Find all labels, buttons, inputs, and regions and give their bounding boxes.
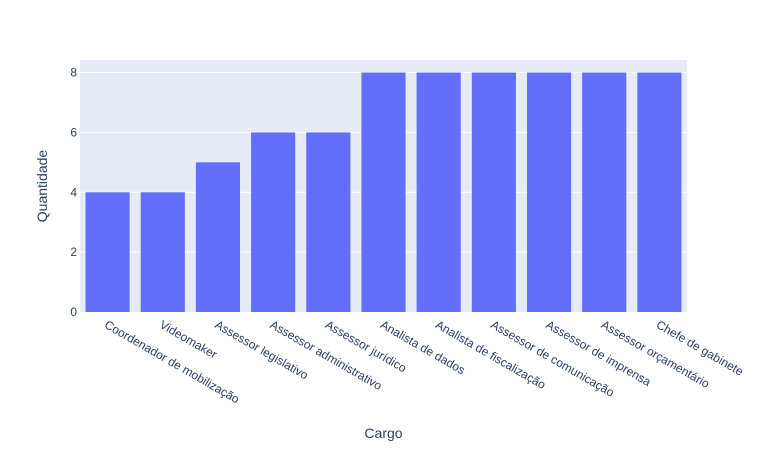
bar: [361, 72, 406, 312]
bar: [526, 72, 572, 312]
bar: [582, 72, 627, 312]
y-tick-label: 4: [70, 185, 77, 199]
y-axis-title: Quantidade: [34, 150, 50, 223]
bar: [195, 162, 241, 312]
bar: [140, 192, 185, 312]
bar: [416, 72, 461, 312]
bar: [637, 72, 682, 312]
bar: [471, 72, 516, 312]
x-axis-title: Cargo: [364, 425, 402, 441]
y-tick-label: 0: [70, 305, 77, 319]
y-tick-label: 6: [70, 125, 77, 139]
bar: [306, 132, 351, 312]
x-tick-label: Chefe de gabinete: [654, 317, 746, 378]
bar: [85, 192, 130, 312]
y-tick-label: 8: [70, 66, 77, 80]
x-tick-label: Assessor legislativo: [212, 317, 311, 382]
y-tick-label: 2: [70, 245, 77, 259]
bars: [85, 72, 682, 312]
x-axis-ticks: Coordenador de mobilizaçãoVideomakerAsse…: [102, 317, 746, 406]
bar: [251, 132, 296, 312]
y-axis-ticks: 0 2 4 6 8: [70, 66, 77, 319]
